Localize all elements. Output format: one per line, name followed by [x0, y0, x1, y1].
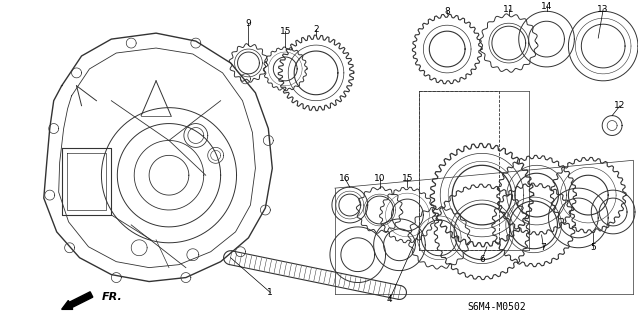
Text: 15: 15 — [402, 174, 413, 183]
FancyArrow shape — [61, 292, 93, 309]
Text: 12: 12 — [614, 101, 626, 110]
Text: 11: 11 — [503, 5, 515, 14]
Text: 16: 16 — [339, 174, 351, 183]
Text: 10: 10 — [374, 174, 385, 183]
Text: 5: 5 — [590, 243, 596, 252]
Text: 8: 8 — [444, 7, 450, 16]
Text: 15: 15 — [280, 27, 291, 36]
Text: 6: 6 — [479, 255, 485, 264]
Text: 1: 1 — [268, 288, 273, 297]
Text: 4: 4 — [387, 295, 392, 304]
Text: 14: 14 — [541, 2, 552, 11]
Text: 7: 7 — [541, 243, 547, 252]
Text: 2: 2 — [313, 25, 319, 34]
Text: 13: 13 — [597, 5, 609, 14]
Text: S6M4-M0502: S6M4-M0502 — [467, 302, 526, 312]
Text: 9: 9 — [246, 19, 252, 28]
Text: FR.: FR. — [101, 293, 122, 302]
